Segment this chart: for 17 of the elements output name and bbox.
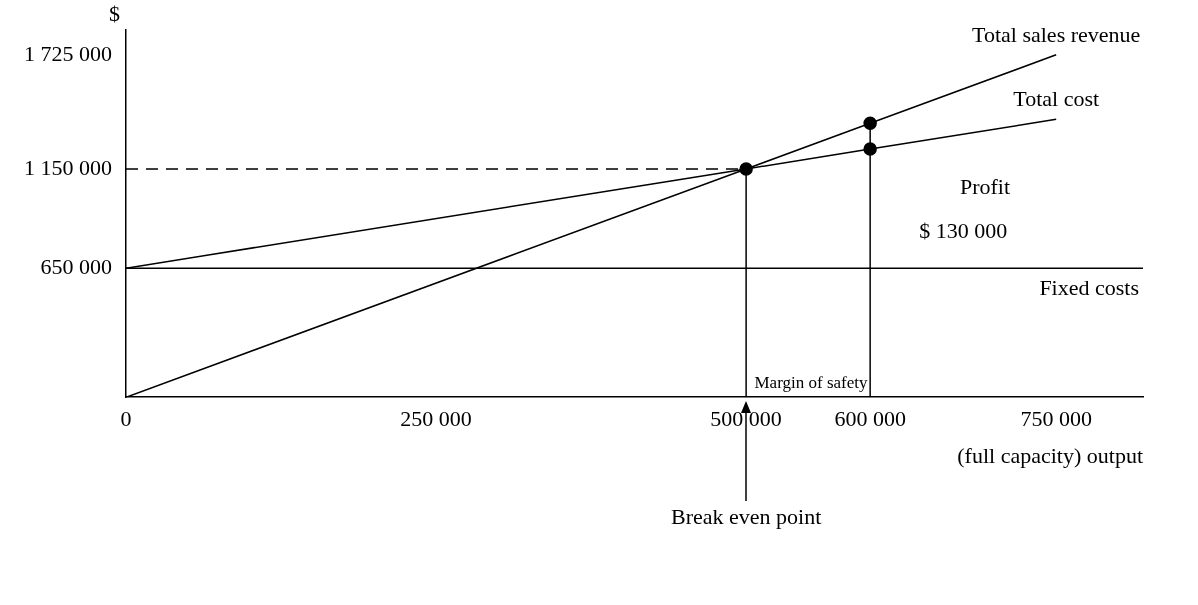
x-tick-label: 250 000 [400, 406, 472, 432]
x-tick-label: 500 000 [710, 406, 782, 432]
ref-line-label: Fixed costs [1039, 274, 1139, 300]
series-label: Total cost [1013, 86, 1100, 112]
y-tick-label: 650 000 [40, 253, 112, 279]
annotation: $ 130 000 [919, 217, 1008, 243]
series-label: Total sales revenue [972, 21, 1141, 47]
x-tick-label: 600 000 [834, 406, 906, 432]
x-tick-label: 750 000 [1020, 406, 1092, 432]
x-axis-title: (full capacity) output [957, 442, 1143, 468]
x-tick-label: 0 [120, 406, 132, 432]
annotation: Margin of safety [754, 372, 868, 392]
annotation: Profit [959, 173, 1011, 199]
y-tick-label: 1 150 000 [24, 154, 112, 180]
y-tick-label: 1 725 000 [24, 40, 112, 66]
y-axis-title: $ [109, 0, 120, 26]
annotation: Break even point [670, 503, 822, 529]
